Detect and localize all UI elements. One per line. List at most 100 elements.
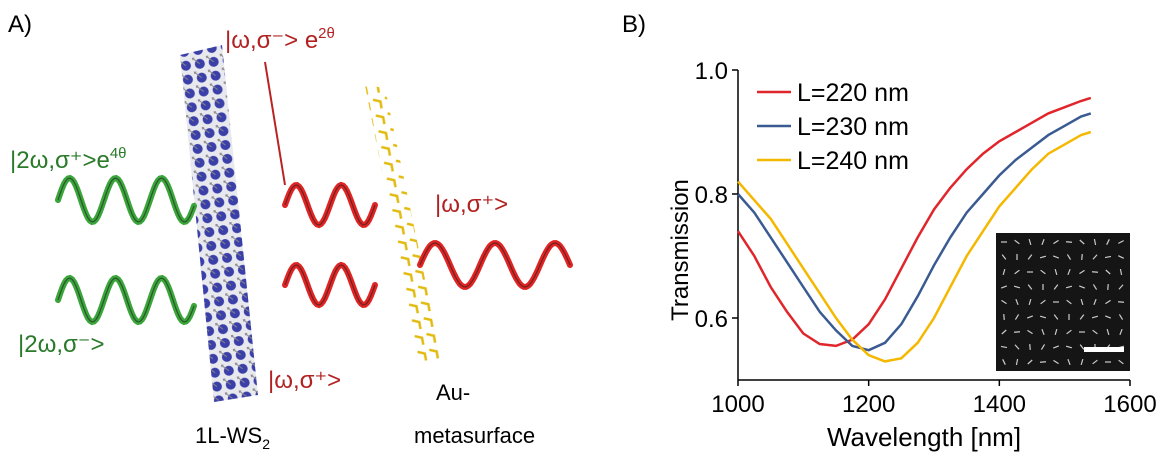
inset-rod xyxy=(1028,298,1032,306)
series-line xyxy=(737,112,1092,352)
inset-rod xyxy=(1053,284,1059,290)
inset-rod xyxy=(1081,253,1083,261)
inset-rod xyxy=(1065,285,1073,289)
inset-rod xyxy=(1052,255,1060,259)
x-axis-label: Wavelength [nm] xyxy=(827,422,1021,452)
inset-rod xyxy=(1029,343,1031,351)
inset-rod xyxy=(1040,269,1046,275)
inset-rod xyxy=(1002,359,1006,365)
inset-rod xyxy=(1092,284,1098,290)
inset-rod xyxy=(1003,313,1005,321)
inset-rod xyxy=(1106,239,1110,245)
scale-bar xyxy=(1084,347,1124,352)
inset-rod xyxy=(1014,269,1020,275)
inset-rod xyxy=(1014,314,1020,320)
inset-rod xyxy=(1001,299,1007,305)
inset-rod xyxy=(1053,359,1059,365)
inset-rod xyxy=(1015,298,1019,306)
inset-rod xyxy=(1041,238,1045,246)
inset-rod xyxy=(1079,239,1085,245)
wave-shade xyxy=(57,177,195,223)
inset-rod xyxy=(1054,268,1058,276)
inset-rod xyxy=(1118,255,1124,259)
ket-label: |2ω,σ⁻> xyxy=(18,331,104,358)
inset-rod xyxy=(1053,314,1059,320)
metasurface xyxy=(365,85,442,366)
x-tick-label: 1600 xyxy=(1103,391,1156,418)
inset-rod xyxy=(1105,269,1111,275)
inset-rod xyxy=(1117,301,1125,303)
inset-rod xyxy=(1028,238,1032,246)
inset-rod xyxy=(1027,329,1033,335)
y-tick-label: 0.8 xyxy=(695,182,728,209)
inset-rod xyxy=(1040,344,1046,350)
inset-rod xyxy=(1001,254,1007,260)
inset-rod xyxy=(1079,269,1085,275)
ket-label: |2ω,σ⁺>e4θ xyxy=(10,145,127,174)
inset-rod xyxy=(1078,285,1086,289)
inset-rod xyxy=(1027,284,1033,290)
panel-label: B) xyxy=(622,11,646,38)
inset-rod xyxy=(1015,358,1019,366)
meta-label: Au- xyxy=(436,380,470,405)
inset-rod xyxy=(1013,331,1021,333)
inset-rod xyxy=(1013,285,1021,289)
inset-rod xyxy=(1001,329,1007,335)
x-tick-label: 1400 xyxy=(973,391,1026,418)
inset-rod xyxy=(1092,254,1098,260)
series-line xyxy=(737,130,1092,363)
inset-rod xyxy=(1106,328,1110,336)
ws2-lattice xyxy=(180,45,258,402)
inset-rod xyxy=(1066,254,1072,260)
inset-rod xyxy=(1014,239,1020,245)
inset-rod xyxy=(1065,345,1073,349)
inset-rod xyxy=(1119,328,1123,336)
inset-rod xyxy=(1053,239,1059,245)
inset-rod xyxy=(1065,241,1073,243)
inset-rod xyxy=(1054,328,1058,336)
y-axis-label: Transmission xyxy=(667,179,694,321)
inset-rod xyxy=(1067,358,1071,366)
y-tick-label: 0.6 xyxy=(695,306,728,333)
inset-rod xyxy=(1093,238,1097,246)
inset-rod xyxy=(1118,314,1124,320)
meta-label: metasurface xyxy=(414,423,535,448)
x-tick-label: 1200 xyxy=(842,391,895,418)
inset-rod xyxy=(1026,315,1034,319)
inset-rod xyxy=(1118,284,1124,290)
wave-shade xyxy=(284,264,376,306)
wave-shade xyxy=(284,184,376,226)
ket-label: |ω,σ⁺> xyxy=(268,367,341,394)
inset-rod xyxy=(1039,315,1047,319)
ket-label: |ω,σ⁺> xyxy=(435,191,508,218)
inset-rod xyxy=(1080,358,1084,366)
inset-rod xyxy=(1039,255,1047,259)
inset-rod xyxy=(1118,240,1124,244)
inset-rod xyxy=(1080,298,1084,306)
wave-shade xyxy=(57,277,195,323)
inset-rod xyxy=(1002,268,1006,276)
waves xyxy=(55,174,573,326)
inset-rod xyxy=(1091,315,1099,319)
inset-rod xyxy=(1000,345,1008,349)
inset-rod xyxy=(1066,299,1072,305)
inset-rod xyxy=(1039,361,1047,363)
inset-rod xyxy=(1067,268,1071,276)
inset-rod xyxy=(1092,359,1098,365)
series-line xyxy=(736,96,1092,348)
inset-rod xyxy=(1119,268,1123,276)
ws2-label: 1L-WS2 xyxy=(195,423,270,452)
inset-rod xyxy=(1027,254,1033,260)
panel-label: A) xyxy=(8,11,32,38)
legend-label: L=240 nm xyxy=(797,147,909,175)
inset-rod xyxy=(1104,255,1112,259)
inset-rod xyxy=(1066,329,1072,335)
ket-label: |ω,σ⁻> e2θ xyxy=(225,25,335,54)
inset-rod xyxy=(1052,345,1060,349)
inset-rod xyxy=(1000,285,1008,289)
pointer-line xyxy=(264,61,286,186)
chart: 0.6 0.8 1.0 1000 1200 1400 1600 Wavelength [nm]… xyxy=(667,58,1157,452)
wave-shade xyxy=(419,242,571,288)
inset-rod xyxy=(1041,328,1045,336)
